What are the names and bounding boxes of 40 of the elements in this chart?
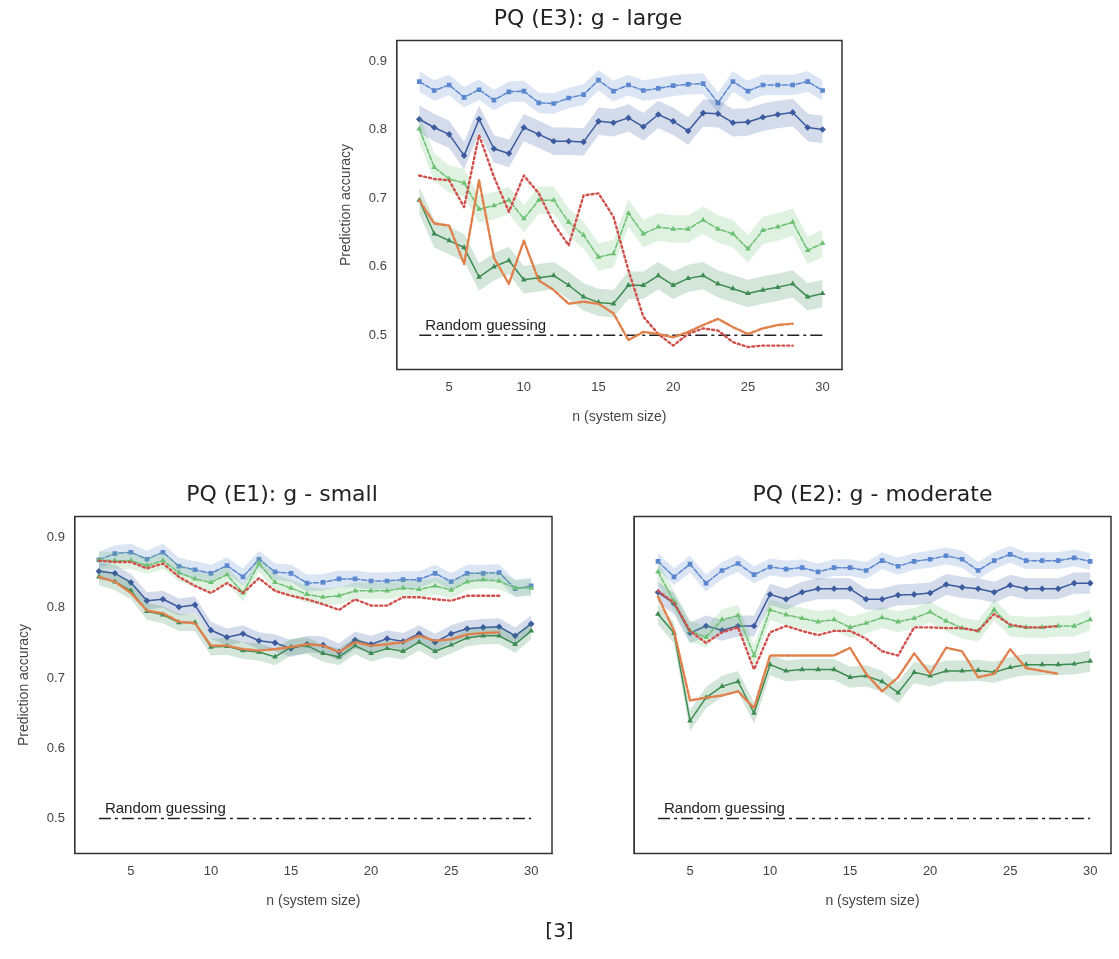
chart-title: PQ (E3): g - large: [493, 4, 683, 30]
x-tick-label: 25: [740, 378, 756, 394]
text: [3]: [544, 918, 575, 942]
x-tick-label: 15: [283, 862, 299, 878]
y-tick-label: 0.8: [46, 599, 65, 615]
x-tick-label: 25: [443, 862, 459, 878]
x-axis-title: n (system size): [825, 892, 920, 909]
x-tick-label: 5: [127, 862, 135, 878]
y-tick-label: 0.9: [46, 529, 65, 545]
y-axis-title: Prediction accuracy: [337, 143, 354, 267]
x-tick-label: 30: [1082, 862, 1098, 878]
x-tick-label: 20: [922, 862, 938, 878]
x-tick-label: 25: [1002, 862, 1018, 878]
x-tick-label: 15: [842, 862, 858, 878]
y-tick-label: 0.5: [46, 810, 65, 826]
y-tick-label: 0.6: [368, 258, 387, 274]
ref-line-label: Random guessing: [104, 799, 226, 817]
ref-line-label: Random guessing: [425, 315, 547, 333]
y-tick-label: 0.5: [368, 326, 387, 342]
y-tick-label: 0.6: [46, 739, 65, 755]
x-tick-label: 30: [815, 378, 830, 394]
x-tick-label: 10: [516, 378, 532, 394]
x-tick-label: 20: [363, 862, 379, 878]
x-axis-title: n (system size): [266, 892, 361, 909]
x-tick-label: 5: [686, 862, 694, 878]
y-axis-title: Prediction accuracy: [15, 623, 32, 747]
x-tick-label: 5: [445, 378, 453, 394]
y-tick-label: 0.8: [368, 121, 387, 137]
x-tick-label: 10: [762, 862, 778, 878]
x-tick-label: 15: [591, 378, 606, 394]
x-tick-label: 30: [523, 862, 539, 878]
chart-title: PQ (E1): g - small: [186, 480, 378, 506]
x-axis-title: n (system size): [572, 408, 667, 425]
chart-title: PQ (E2): g - moderate: [752, 480, 993, 506]
x-tick-label: 10: [203, 862, 219, 878]
y-tick-label: 0.9: [368, 52, 387, 68]
y-tick-label: 0.7: [368, 189, 387, 205]
x-tick-label: 20: [665, 378, 681, 394]
y-tick-label: 0.7: [46, 669, 65, 685]
ref-line-label: Random guessing: [664, 799, 785, 817]
